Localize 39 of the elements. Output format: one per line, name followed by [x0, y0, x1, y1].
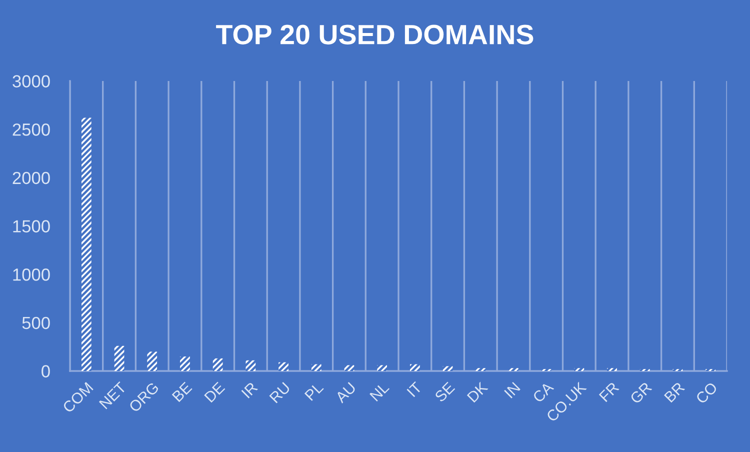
bar [442, 366, 453, 371]
x-tick-label: NL [370, 381, 390, 402]
x-tick-label: SE [434, 381, 456, 403]
bar [607, 368, 617, 371]
x-tick-label: IR [241, 382, 258, 398]
y-tick-label: 500 [22, 316, 50, 330]
x-tick-label: PL [304, 381, 324, 401]
x-tick-label: AU [334, 382, 356, 404]
x-tick-label: DK [466, 381, 488, 403]
bar [574, 368, 584, 371]
bar [82, 118, 92, 371]
x-tick-label: IN [504, 382, 520, 398]
x-tick-label: CO [695, 382, 718, 404]
bar [410, 364, 420, 371]
bar [508, 368, 518, 371]
x-tick-label: IT [406, 381, 423, 398]
bar [147, 352, 158, 371]
bar [344, 365, 354, 371]
x-tick-label: BR [664, 382, 686, 403]
x-tick-label: FR [598, 382, 620, 402]
bar [114, 346, 124, 371]
y-tick-label: 3000 [12, 75, 50, 88]
bar [180, 356, 190, 371]
x-tick-label: DE [204, 382, 226, 403]
bar [212, 358, 223, 371]
y-tick-label: 2000 [12, 172, 50, 184]
y-tick-label: 1000 [13, 268, 50, 281]
bar [278, 362, 288, 371]
x-tick-label: RU [269, 382, 291, 404]
y-tick-label: 0 [42, 365, 50, 378]
x-tick-label: GR [630, 382, 652, 404]
y-tick-label: 1500 [13, 220, 50, 232]
bar [311, 364, 322, 371]
bar [246, 360, 256, 371]
x-tick-label: BE [172, 382, 192, 402]
bar [377, 365, 387, 371]
chart-title: TOP 20 USED DOMAINS [216, 24, 534, 44]
bar [476, 368, 486, 371]
y-tick-label: 2500 [12, 124, 50, 136]
